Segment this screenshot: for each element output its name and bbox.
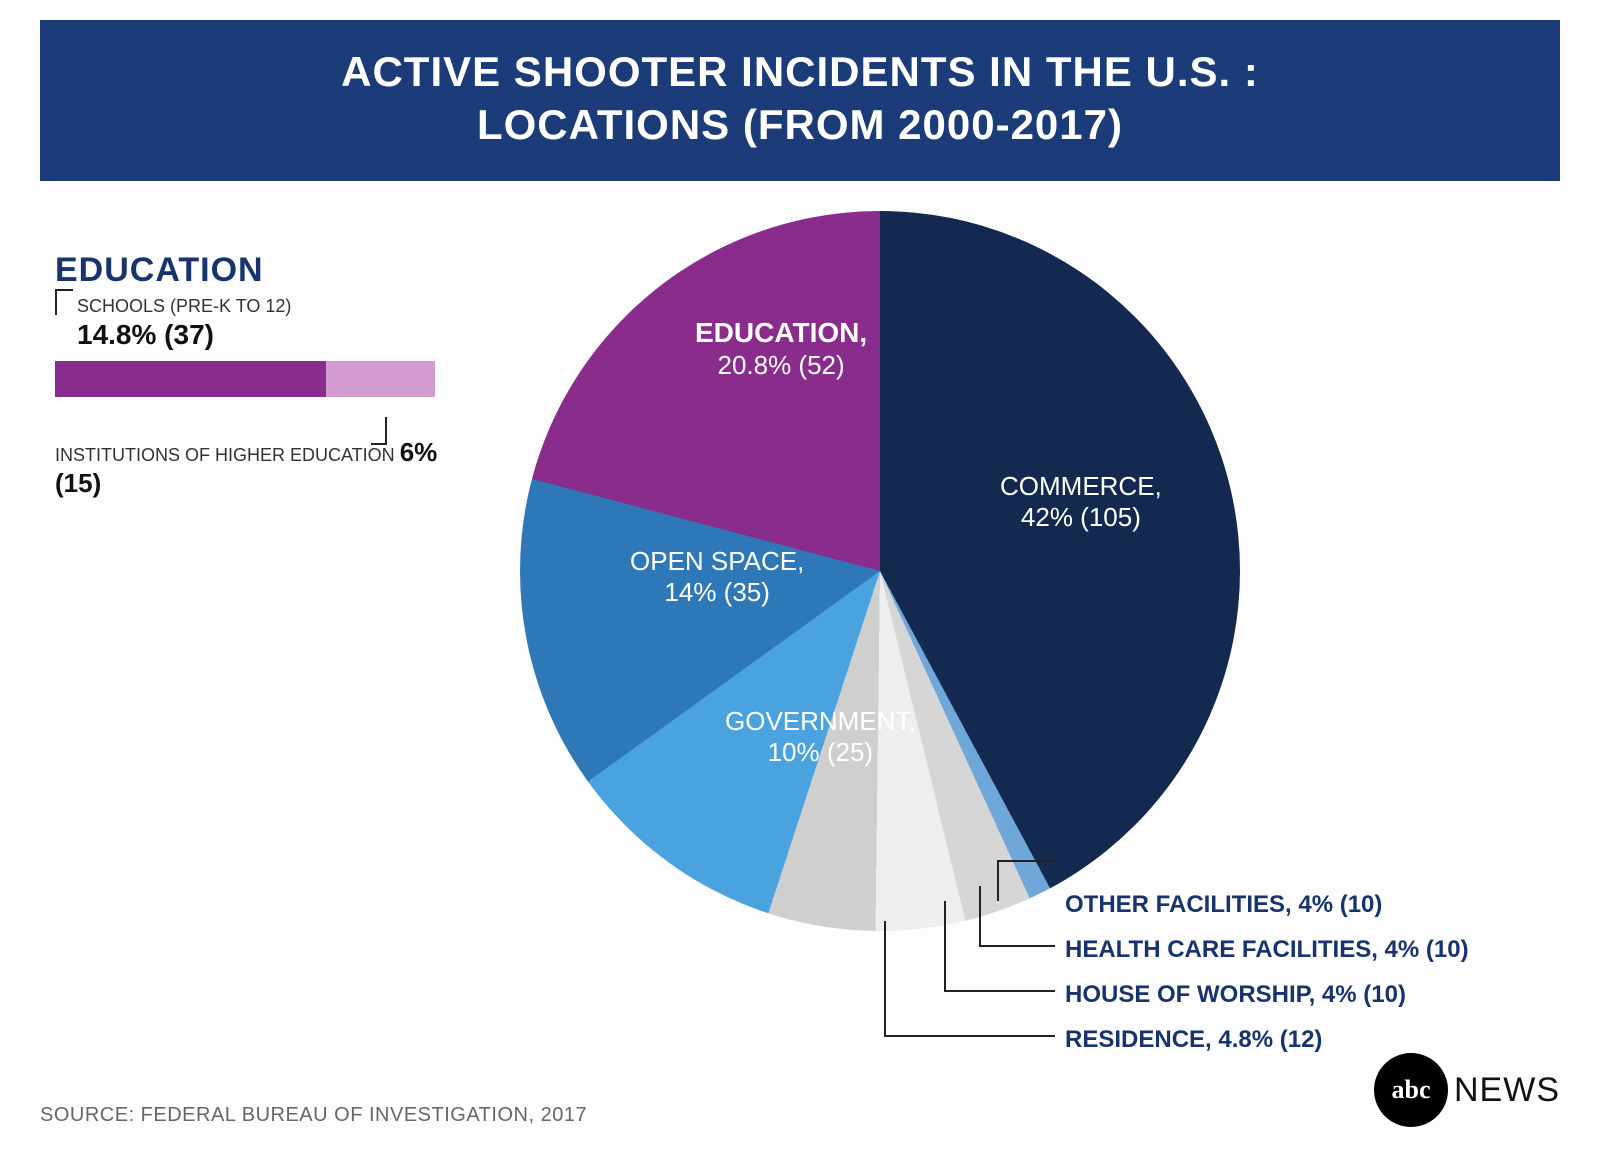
abc-logo-circle: abc [1374,1053,1448,1127]
leader-line [998,861,1055,901]
leader-line [885,921,1055,1036]
leader-line [980,886,1055,946]
abc-news-logo: abc NEWS [1374,1053,1560,1127]
chart-area: EDUCATION SCHOOLS (PRE-K TO 12) 14.8% (3… [0,181,1600,1061]
title-line-1: ACTIVE SHOOTER INCIDENTS IN THE U.S. : [60,46,1540,99]
title-bar: ACTIVE SHOOTER INCIDENTS IN THE U.S. : L… [40,20,1560,181]
title-line-2: LOCATIONS (FROM 2000-2017) [60,99,1540,152]
abc-logo-text: NEWS [1454,1071,1560,1110]
source-attribution: SOURCE: FEDERAL BUREAU OF INVESTIGATION,… [40,1104,587,1127]
leader-lines [0,181,1600,1061]
